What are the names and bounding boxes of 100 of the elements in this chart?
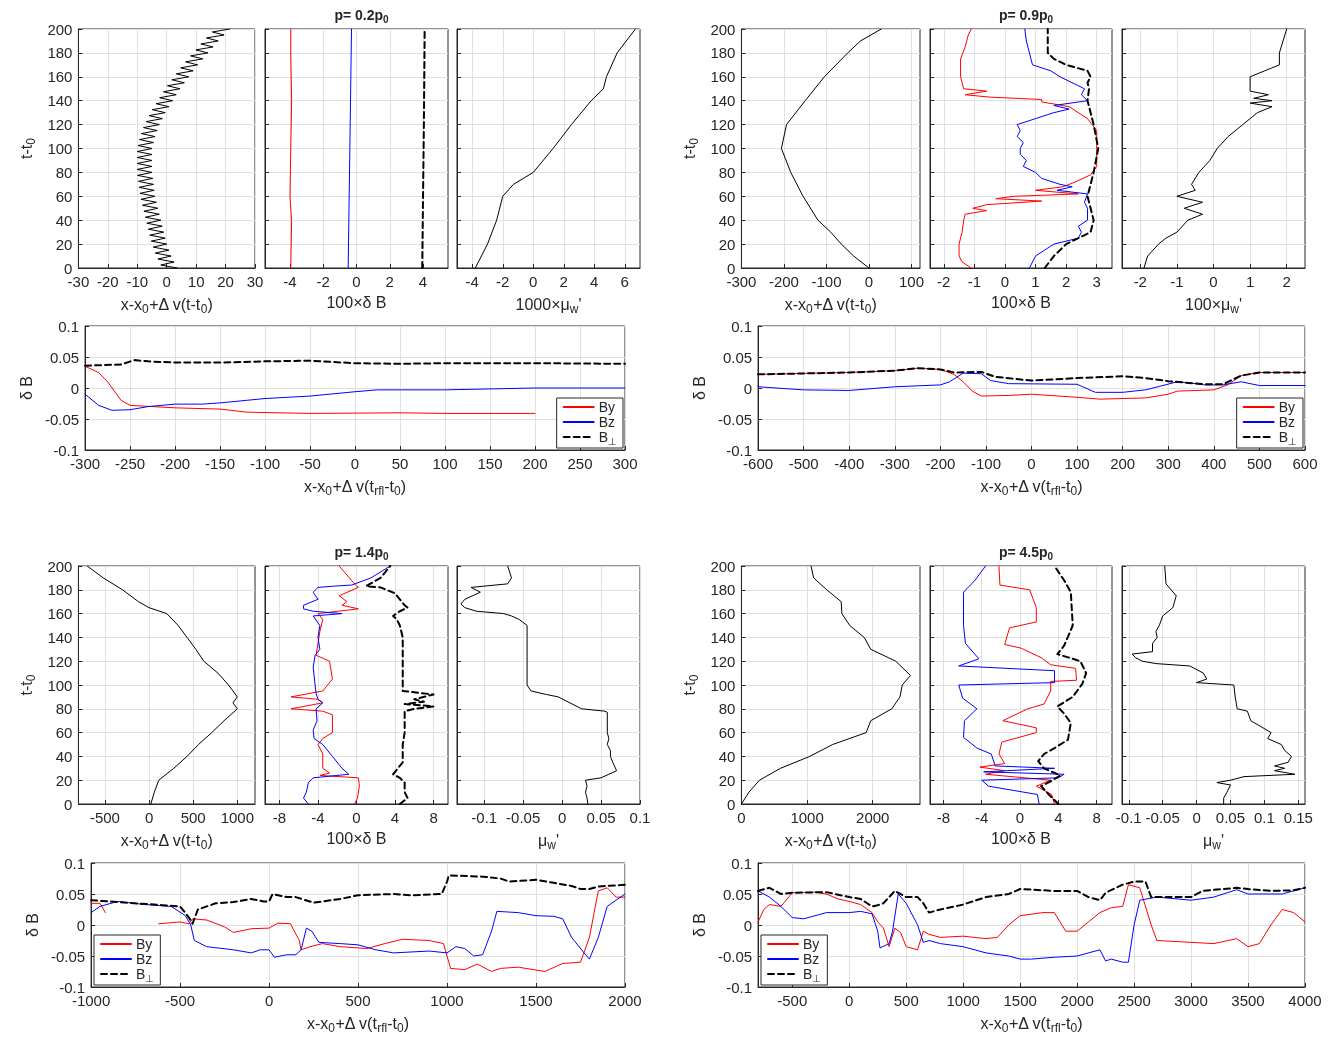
x-tick-label: 0.05 [586, 809, 616, 826]
x-tick-label: 1000 [790, 809, 824, 826]
y-tick-label: 180 [47, 44, 73, 62]
x-tick-label: -8 [936, 809, 951, 826]
x-tick-label: -500 [165, 992, 196, 1009]
x-tick-label: 1500 [519, 992, 553, 1009]
y-tick-label: -0.05 [44, 410, 80, 428]
y-tick-label: 0.1 [731, 317, 753, 335]
y-tick-label: -0.05 [50, 947, 86, 965]
y-tick-label: 20 [718, 235, 736, 253]
y-tick-label: 0.05 [55, 885, 86, 903]
line-series [757, 367, 1306, 386]
x-tick-label: 10 [187, 273, 205, 290]
legend-label: By [598, 399, 616, 415]
y-tick-label: 40 [718, 211, 736, 229]
x-tick-label: 2 [385, 273, 394, 290]
line-series [136, 28, 231, 269]
legend-label: By [1278, 399, 1296, 415]
y-tick-label: 140 [47, 92, 73, 110]
line-series [757, 372, 1306, 393]
y-tick-label: 80 [718, 163, 736, 181]
x-axis-title: 100×δ B [990, 293, 1052, 311]
y-tick-label: 60 [55, 724, 73, 742]
x-tick-label: 300 [612, 455, 638, 472]
legend-label: By [136, 936, 153, 952]
x-axis-title: 100×δ B [990, 829, 1052, 847]
x-tick-label: -4 [311, 809, 325, 826]
y-tick-label: 0 [70, 379, 80, 397]
x-tick-label: -4 [975, 809, 989, 826]
x-tick-label: 0 [529, 273, 538, 290]
y-tick-label: 40 [55, 747, 73, 765]
x-tick-label: 1000 [220, 809, 255, 826]
x-tick-label: 1 [1245, 273, 1255, 290]
x-tick-label: 500 [180, 809, 206, 826]
x-tick-label: 3500 [1231, 992, 1265, 1009]
x-tick-label: 4 [1054, 809, 1063, 826]
x-tick-label: 150 [477, 455, 503, 472]
x-tick-label: -250 [115, 455, 146, 472]
x-tick-label: -2 [496, 273, 510, 290]
x-tick-label: -0.05 [506, 809, 541, 826]
legend-label: B⊥ [598, 429, 617, 447]
legend-label: B⊥ [136, 966, 155, 984]
x-tick-label: 0 [352, 809, 361, 826]
x-tick-label: 4 [418, 273, 428, 290]
y-axis-title: δ B [690, 375, 708, 401]
y-tick-label: 160 [47, 605, 73, 623]
x-tick-label: 1000 [946, 992, 980, 1009]
x-tick-label: -200 [925, 455, 956, 472]
x-tick-label: -150 [205, 455, 236, 472]
x-tick-label: -400 [834, 455, 865, 472]
y-tick-label: 160 [710, 68, 736, 86]
x-tick-label: -0.05 [1145, 809, 1180, 826]
line-series [757, 887, 1306, 963]
x-tick-label: -8 [272, 809, 287, 826]
y-tick-label: 60 [718, 187, 736, 205]
x-tick-label: 0 [1192, 809, 1201, 826]
x-tick-label: -4 [465, 273, 479, 290]
y-tick-label: 0 [76, 916, 86, 934]
x-tick-label: -0.1 [471, 809, 498, 826]
x-tick-label: 0.05 [1215, 809, 1246, 826]
x-tick-label: 0 [864, 273, 874, 290]
y-tick-label: 0.05 [49, 348, 80, 366]
x-tick-label: 0.1 [629, 809, 651, 826]
x-tick-label: -200 [160, 455, 191, 472]
x-tick-label: 0 [1027, 455, 1036, 472]
x-tick-label: 0 [352, 273, 361, 290]
y-tick-label: -0.1 [726, 978, 753, 996]
x-tick-label: 100 [1064, 455, 1090, 472]
x-tick-label: 8 [1092, 809, 1101, 826]
y-axis-title: t-t0 [680, 137, 701, 159]
y-tick-label: 200 [47, 20, 73, 38]
y-tick-label: 20 [55, 235, 73, 253]
x-tick-label: 2000 [1060, 992, 1094, 1009]
legend-label: B⊥ [1278, 429, 1297, 447]
x-tick-label: 1000 [430, 992, 464, 1009]
y-tick-label: 0 [727, 795, 736, 813]
legend-label: Bz [598, 414, 616, 430]
x-tick-label: -500 [788, 455, 819, 472]
y-tick-label: 140 [710, 92, 736, 110]
x-tick-label: 30 [246, 273, 264, 290]
x-tick-label: 0 [162, 273, 171, 290]
y-tick-label: 80 [718, 700, 736, 718]
x-tick-label: 400 [1201, 455, 1227, 472]
x-tick-label: 2000 [608, 992, 642, 1009]
y-tick-label: 160 [47, 68, 73, 86]
line-series [757, 880, 1306, 914]
x-tick-label: 2500 [1117, 992, 1151, 1009]
x-tick-label: 4 [590, 273, 599, 290]
y-axis-title: δ B [17, 375, 35, 401]
x-tick-label: -500 [777, 992, 808, 1009]
x-tick-label: -4 [283, 273, 297, 290]
x-tick-label: 200 [522, 455, 548, 472]
x-tick-label: 100 [898, 273, 925, 290]
y-axis-title: t-t0 [17, 674, 38, 696]
y-tick-label: 100 [47, 140, 73, 157]
y-axis-title: δ B [23, 912, 41, 938]
x-tick-label: 1500 [1003, 992, 1037, 1009]
x-tick-label: -100 [250, 455, 281, 472]
x-tick-label: -100 [970, 455, 1001, 472]
y-tick-label: 160 [710, 605, 736, 623]
